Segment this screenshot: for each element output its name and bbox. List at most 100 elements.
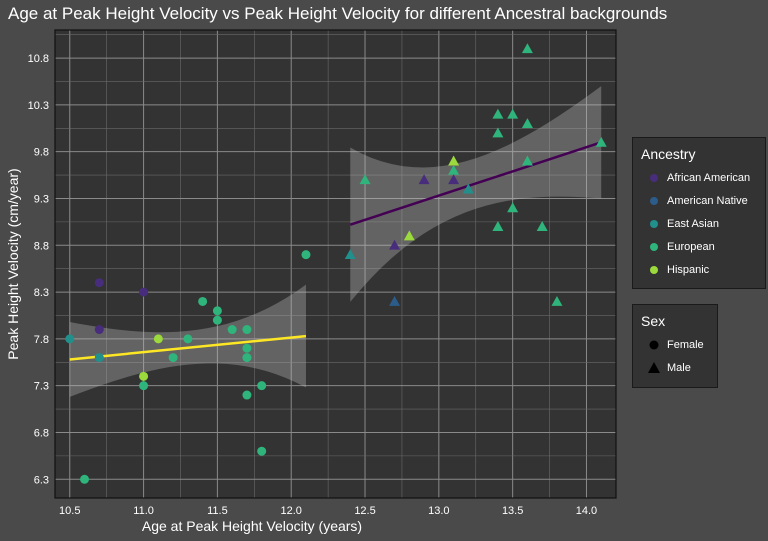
y-tick-label: 9.3 <box>34 193 49 205</box>
legend-label: East Asian <box>667 217 719 230</box>
chart-title: Age at Peak Height Velocity vs Peak Heig… <box>8 4 668 23</box>
data-point-male <box>536 221 548 231</box>
data-point-male <box>418 174 430 185</box>
data-point-female <box>242 353 252 363</box>
data-point-male <box>551 295 563 306</box>
trend-line-male <box>349 141 602 226</box>
y-tick-label: 10.8 <box>28 53 49 65</box>
sex-legend: Sex Female Male <box>632 304 718 388</box>
plot-panel <box>55 30 616 498</box>
legend-dot-icon <box>645 261 663 279</box>
y-tick-labels: 6.3 6.8 7.3 7.8 8.3 8.8 9.3 9.8 10.3 10.8 <box>28 53 49 486</box>
data-point-female <box>257 381 267 391</box>
data-point-female <box>80 474 90 484</box>
legend-label: African American <box>667 171 751 184</box>
data-point-male <box>462 183 474 194</box>
y-tick-label: 6.8 <box>34 427 49 439</box>
data-point-female <box>242 343 252 353</box>
data-point-female <box>94 325 104 335</box>
data-point-female <box>242 325 252 335</box>
data-point-male <box>507 202 519 213</box>
data-point-male <box>359 174 371 185</box>
data-point-male <box>492 127 504 138</box>
y-tick-label: 9.8 <box>34 147 49 159</box>
sex-legend-title: Sex <box>641 313 666 329</box>
confidence-ribbon-male <box>350 86 602 302</box>
data-point-female <box>242 390 252 400</box>
legend-item-ancestry: American Native <box>645 189 765 212</box>
trend-line-female <box>69 334 307 361</box>
data-point-female <box>227 325 237 335</box>
data-point-male <box>389 239 401 250</box>
data-point-female <box>65 334 75 344</box>
data-point-male <box>344 249 356 260</box>
data-point-female <box>168 353 178 363</box>
x-tick-label: 13.5 <box>502 505 523 517</box>
trend-lines <box>69 141 602 361</box>
x-tick-label: 12.5 <box>354 505 375 517</box>
y-tick-label: 6.3 <box>34 474 49 486</box>
y-tick-label: 7.3 <box>34 381 49 393</box>
x-tick-label: 13.0 <box>428 505 449 517</box>
y-tick-label: 10.3 <box>28 100 49 112</box>
data-point-female <box>257 446 267 456</box>
legend-label: Female <box>667 338 704 351</box>
data-point-male <box>507 108 519 119</box>
data-point-female <box>198 296 208 306</box>
x-tick-labels: 10.5 11.0 11.5 12.0 12.5 13.0 13.5 14.0 <box>59 505 597 517</box>
plot-border <box>54 29 617 499</box>
data-point-male <box>595 136 607 147</box>
data-point-male <box>521 155 533 166</box>
data-point-female <box>153 334 163 344</box>
data-point-male <box>448 155 460 166</box>
x-tick-label: 10.5 <box>59 505 80 517</box>
data-point-female <box>212 315 222 325</box>
y-tick-label: 8.8 <box>34 240 49 252</box>
x-axis-label: Age at Peak Height Velocity (years) <box>142 518 362 534</box>
data-point-male <box>492 108 504 119</box>
data-point-male <box>492 221 504 231</box>
x-tick-label: 14.0 <box>576 505 597 517</box>
legend-item-ancestry: European <box>645 235 765 258</box>
data-point-male <box>448 164 460 175</box>
legend-item-ancestry: East Asian <box>645 212 765 235</box>
y-tick-label: 7.8 <box>34 334 49 346</box>
data-point-female <box>139 287 149 297</box>
data-point-female <box>183 334 193 344</box>
y-axis-label: Peak Height Velocity (cm/year) <box>5 168 21 359</box>
data-point-male <box>389 295 401 306</box>
legend-item-ancestry: African American <box>645 166 765 189</box>
triangle-shape-icon <box>645 359 663 377</box>
data-point-male <box>521 118 533 128</box>
legend-dot-icon <box>645 238 663 256</box>
data-point-female <box>139 381 149 391</box>
data-point-female <box>301 250 311 260</box>
data-point-female <box>212 306 222 316</box>
data-point-female <box>94 278 104 288</box>
legend-item-sex: Male <box>645 356 717 379</box>
data-point-female <box>94 353 104 363</box>
data-point-female <box>139 371 149 381</box>
data-points <box>65 43 607 484</box>
ancestry-legend-title: Ancestry <box>641 146 696 162</box>
legend-dot-icon <box>645 215 663 233</box>
x-tick-label: 11.0 <box>133 505 154 517</box>
data-point-male <box>448 174 460 185</box>
y-tick-label: 8.3 <box>34 287 49 299</box>
data-point-male <box>403 230 415 241</box>
x-tick-label: 12.0 <box>280 505 301 517</box>
legend-item-ancestry: Hispanic <box>645 258 765 281</box>
ancestry-legend: Ancestry African American American Native… <box>632 137 766 289</box>
legend-label: Hispanic <box>667 263 710 276</box>
legend-dot-icon <box>645 192 663 210</box>
grid-lines <box>55 30 616 498</box>
circle-shape-icon <box>645 336 663 354</box>
legend-label: American Native <box>667 194 748 207</box>
legend-item-sex: Female <box>645 333 717 356</box>
legend-dot-icon <box>645 169 663 187</box>
legend-label: Male <box>667 361 691 374</box>
data-point-male <box>521 43 533 54</box>
x-tick-label: 11.5 <box>207 505 228 517</box>
legend-label: European <box>667 240 715 253</box>
